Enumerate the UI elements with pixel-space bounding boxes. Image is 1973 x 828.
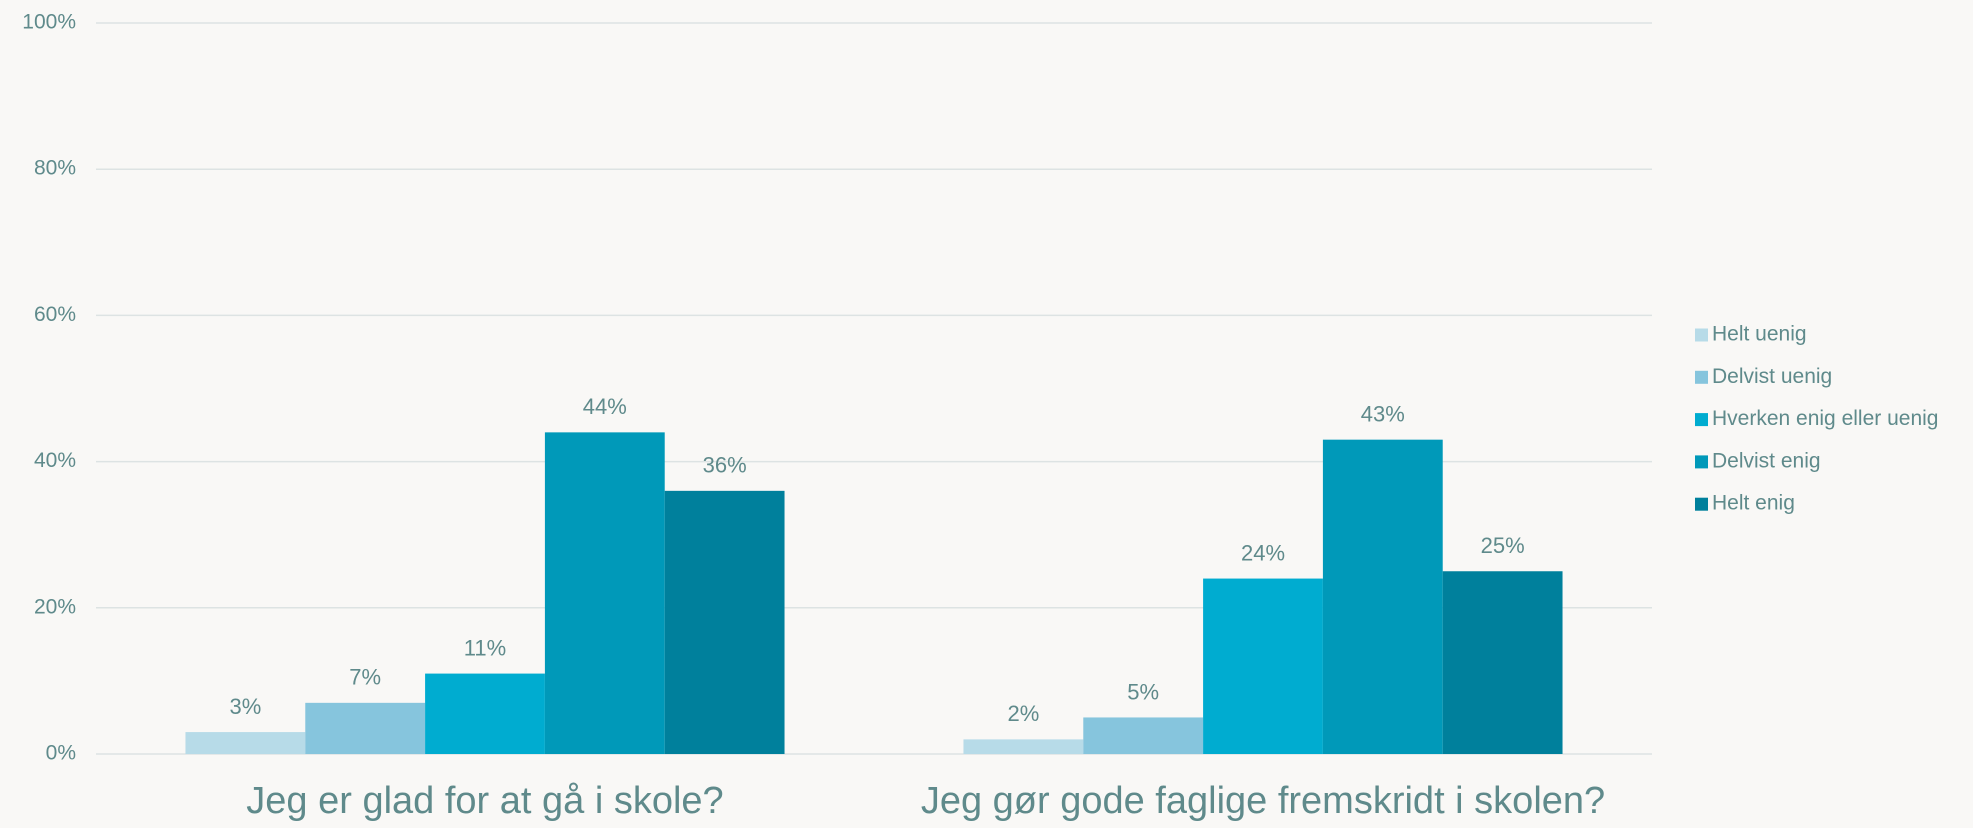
- bar: [664, 490, 785, 754]
- data-label: 3%: [229, 694, 261, 719]
- bar: [1083, 717, 1204, 754]
- y-tick-label: 80%: [34, 157, 76, 180]
- bar: [544, 432, 665, 754]
- y-tick-label: 40%: [34, 449, 76, 472]
- data-label: 43%: [1361, 401, 1405, 426]
- y-tick-label: 0%: [46, 742, 76, 765]
- legend-label: Helt enig: [1712, 492, 1795, 515]
- legend-label: Hverken enig eller uenig: [1712, 407, 1938, 430]
- legend-label: Delvist uenig: [1712, 365, 1832, 388]
- x-tick-label: Jeg gør gode faglige fremskridt i skolen…: [921, 780, 1605, 822]
- data-label: 7%: [349, 665, 381, 690]
- bar: [1322, 439, 1443, 754]
- bar: [425, 673, 545, 754]
- legend-swatch: [1695, 328, 1708, 342]
- bar: [1442, 571, 1563, 754]
- legend-swatch: [1695, 370, 1708, 384]
- bar: [305, 702, 426, 754]
- data-label: 2%: [1007, 701, 1039, 726]
- y-tick-label: 60%: [34, 303, 76, 326]
- bar: [1203, 578, 1323, 754]
- data-label: 11%: [464, 635, 506, 660]
- y-tick-label: 100%: [22, 11, 76, 34]
- bar: [185, 732, 306, 754]
- legend-label: Delvist enig: [1712, 449, 1821, 472]
- legend-swatch: [1695, 497, 1708, 511]
- legend-swatch: [1695, 455, 1708, 469]
- legend-swatch: [1695, 413, 1708, 427]
- data-label: 5%: [1127, 679, 1159, 704]
- y-tick-label: 20%: [34, 595, 76, 618]
- data-label: 44%: [583, 394, 627, 419]
- bar: [963, 739, 1084, 754]
- x-tick-label: Jeg er glad for at gå i skole?: [246, 780, 723, 822]
- data-label: 25%: [1481, 533, 1525, 558]
- legend-label: Helt uenig: [1712, 323, 1807, 346]
- data-label: 36%: [703, 453, 747, 478]
- data-label: 24%: [1241, 540, 1285, 565]
